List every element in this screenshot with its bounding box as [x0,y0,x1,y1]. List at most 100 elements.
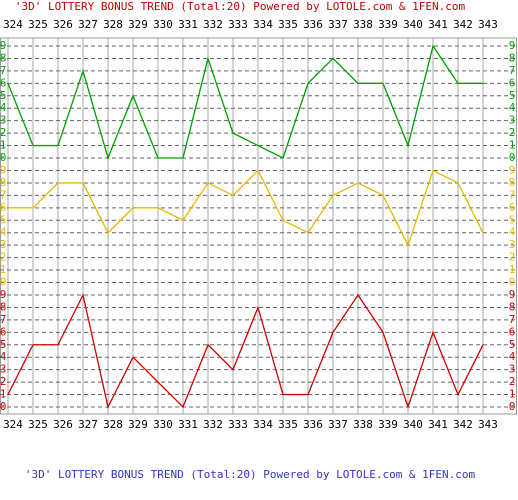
y-tick-label: 7 [509,313,516,326]
y-tick-label: 3 [509,363,516,376]
y-tick-label: 6 [509,76,516,89]
y-tick-label: 2 [0,375,6,388]
y-tick-label: 9 [509,164,516,177]
trend-line [8,169,484,247]
y-tick-label: 7 [509,188,516,201]
y-tick-label: 5 [0,213,6,226]
y-tick-label: 4 [0,350,7,363]
y-tick-label: 5 [0,89,6,102]
x-tick-label: 326 [53,418,73,431]
y-tick-label: 0 [509,151,516,164]
x-tick-label: 330 [153,18,173,31]
plot-border [0,37,517,415]
y-tick-label: 3 [0,238,6,251]
x-tick-label: 327 [78,18,98,31]
trend-line [7,293,484,410]
x-tick-label: 331 [178,418,198,431]
y-tick-label: 9 [509,288,516,301]
y-tick-label: 5 [509,89,516,102]
y-tick-label: 2 [0,251,6,264]
y-tick-label: 0 [509,276,516,289]
y-tick-label: 8 [0,51,6,64]
y-tick-label: 0 [509,400,516,413]
y-tick-label: 5 [509,213,516,226]
y-tick-label: 9 [0,288,6,301]
y-tick-label: 1 [0,263,6,276]
y-tick-label: 1 [0,139,6,152]
y-tick-label: 6 [0,201,6,214]
y-tick-label: 4 [509,226,516,239]
y-tick-label: 8 [0,176,6,189]
y-tick-label: 8 [509,176,516,189]
x-tick-label: 333 [228,18,248,31]
y-tick-label: 2 [509,375,516,388]
y-tick-label: 1 [509,139,516,152]
y-tick-label: 4 [509,101,516,114]
y-tick-label: 7 [0,188,6,201]
y-tick-label: 7 [0,313,6,326]
y-tick-label: 1 [509,263,516,276]
y-tick-label: 1 [0,388,6,401]
y-tick-label: 8 [509,51,516,64]
x-tick-label: 335 [278,18,298,31]
y-tick-label: 5 [0,338,6,351]
y-tick-label: 6 [509,201,516,214]
x-tick-label: 332 [203,418,223,431]
y-tick-label: 7 [0,64,6,77]
x-tick-label: 338 [353,18,373,31]
x-tick-label: 338 [353,418,373,431]
y-tick-label: 2 [0,126,6,139]
y-tick-label: 4 [0,101,7,114]
y-tick-label: 2 [509,126,516,139]
x-tick-label: 329 [128,18,148,31]
y-tick-label: 0 [0,400,6,413]
x-tick-label: 325 [28,18,48,31]
x-tick-label: 343 [478,418,498,431]
x-tick-label: 336 [303,18,323,31]
y-tick-label: 9 [0,164,6,177]
x-tick-label: 329 [128,418,148,431]
chart-title-bottom: '3D' LOTTERY BONUS TREND (Total:20) Powe… [25,468,476,481]
y-tick-label: 7 [509,64,516,77]
x-tick-label: 336 [303,418,323,431]
y-tick-label: 6 [0,76,6,89]
x-tick-label: 328 [103,18,123,31]
x-tick-label: 341 [428,18,448,31]
y-tick-label: 1 [509,388,516,401]
x-tick-label: 328 [103,418,123,431]
y-tick-label: 8 [0,300,6,313]
y-tick-label: 6 [0,325,6,338]
y-tick-label: 9 [0,39,6,52]
y-tick-label: 2 [509,251,516,264]
x-tick-label: 332 [203,18,223,31]
x-tick-label: 340 [403,18,423,31]
y-tick-label: 3 [509,238,516,251]
x-tick-label: 339 [378,418,398,431]
y-tick-label: 5 [509,338,516,351]
y-tick-label: 9 [509,39,516,52]
y-tick-label: 3 [0,114,6,127]
x-tick-label: 333 [228,418,248,431]
x-tick-label: 339 [378,18,398,31]
trend-line [7,44,483,160]
y-tick-label: 0 [0,151,6,164]
x-tick-label: 342 [453,418,473,431]
y-tick-label: 4 [509,350,516,363]
x-tick-label: 337 [328,18,348,31]
y-tick-label: 8 [509,300,516,313]
x-tick-label: 330 [153,418,173,431]
x-tick-label: 334 [253,418,273,431]
y-tick-label: 3 [0,363,6,376]
x-tick-label: 340 [403,418,423,431]
y-tick-label: 0 [0,276,6,289]
x-tick-label: 334 [253,18,273,31]
x-tick-label: 324 [3,18,23,31]
x-tick-label: 342 [453,18,473,31]
x-tick-label: 327 [78,418,98,431]
x-tick-label: 331 [178,18,198,31]
x-tick-label: 326 [53,18,73,31]
y-tick-label: 4 [0,226,7,239]
x-tick-label: 335 [278,418,298,431]
chart-title: '3D' LOTTERY BONUS TREND (Total:20) Powe… [15,0,466,13]
